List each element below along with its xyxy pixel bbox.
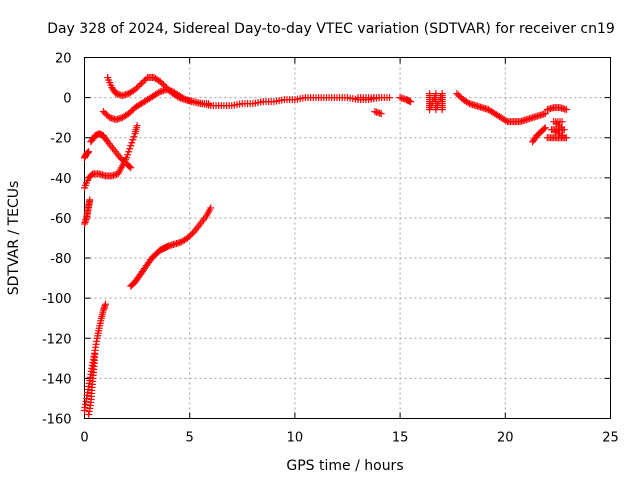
data-point bbox=[140, 77, 148, 85]
series-arc-12 bbox=[371, 108, 385, 118]
series-arc-2 bbox=[99, 86, 383, 124]
data-point bbox=[86, 196, 94, 204]
series-arc-13 bbox=[426, 90, 446, 114]
y-tick-label: -160 bbox=[42, 413, 72, 428]
data-point bbox=[126, 145, 134, 153]
data-point bbox=[125, 148, 133, 156]
data-point bbox=[127, 164, 135, 172]
data-point bbox=[456, 93, 464, 101]
data-point bbox=[130, 133, 138, 141]
data-point bbox=[99, 108, 107, 116]
data-point bbox=[184, 234, 192, 242]
y-tick-label: -80 bbox=[50, 252, 71, 267]
data-point bbox=[124, 151, 132, 159]
series-arc-10 bbox=[354, 94, 394, 102]
x-tick-label: 25 bbox=[602, 431, 619, 446]
series-arc-3 bbox=[81, 148, 93, 162]
series-arc-14 bbox=[453, 90, 549, 126]
data-point bbox=[128, 139, 136, 147]
data-point bbox=[156, 78, 164, 86]
data-point bbox=[159, 81, 167, 89]
series-arc-16 bbox=[529, 124, 549, 146]
plot-frame bbox=[84, 57, 611, 419]
data-point bbox=[558, 118, 566, 126]
data-point bbox=[454, 91, 462, 99]
data-point bbox=[185, 232, 193, 240]
grid bbox=[84, 57, 611, 419]
data-point bbox=[123, 154, 131, 162]
data-point bbox=[91, 350, 99, 358]
data-point bbox=[142, 75, 150, 83]
series-arc-11 bbox=[396, 94, 415, 106]
x-axis-title: GPS time / hours bbox=[286, 458, 403, 474]
y-tick-label: -60 bbox=[50, 212, 71, 227]
data-point bbox=[126, 163, 134, 171]
y-tick-label: 0 bbox=[63, 92, 71, 107]
data-point bbox=[187, 231, 195, 239]
series-arc-9 bbox=[127, 204, 215, 290]
series-arc-5 bbox=[81, 122, 141, 192]
data-point bbox=[562, 106, 570, 114]
data-point bbox=[386, 94, 394, 102]
y-tick-label: -140 bbox=[42, 372, 72, 387]
data-point bbox=[137, 80, 145, 88]
data-point bbox=[540, 125, 548, 133]
data-point bbox=[559, 132, 567, 140]
x-tick-label: 10 bbox=[287, 431, 304, 446]
data-point bbox=[426, 106, 434, 114]
y-tick-label: -120 bbox=[42, 332, 72, 347]
data-point bbox=[438, 106, 446, 114]
axis-ticks: 0 5 10 15 20 25 20 0 -20 -40 -60 -80 -100 -120 -140 -16… bbox=[42, 52, 619, 446]
data-point bbox=[128, 107, 136, 115]
data-point bbox=[103, 136, 111, 144]
data-point bbox=[158, 79, 166, 87]
data-point bbox=[453, 90, 461, 98]
data-point bbox=[188, 229, 196, 237]
data-point bbox=[85, 148, 93, 156]
data-point bbox=[432, 106, 440, 114]
data-point bbox=[502, 117, 510, 125]
data-point bbox=[562, 134, 570, 142]
data-point bbox=[377, 110, 385, 118]
data-point bbox=[541, 110, 549, 118]
data-point bbox=[136, 81, 144, 89]
data-point bbox=[129, 136, 137, 144]
data-point bbox=[134, 83, 142, 91]
data-points bbox=[81, 74, 570, 418]
data-point bbox=[125, 110, 133, 118]
series-arc-4 bbox=[87, 130, 135, 172]
data-point bbox=[139, 78, 147, 86]
data-point bbox=[127, 142, 135, 150]
series-arc-7 bbox=[81, 300, 110, 414]
series-arc-15 bbox=[543, 104, 570, 114]
y-tick-label: -20 bbox=[50, 132, 71, 147]
data-point bbox=[541, 124, 549, 132]
x-tick-label: 0 bbox=[80, 431, 88, 446]
series-arc-6 bbox=[81, 196, 94, 228]
series-arc-8 bbox=[85, 350, 99, 418]
data-point bbox=[407, 98, 415, 106]
x-tick-label: 5 bbox=[186, 431, 194, 446]
y-tick-label: -100 bbox=[42, 292, 72, 307]
data-point bbox=[207, 204, 215, 212]
data-point bbox=[131, 86, 139, 94]
chart-title: Day 328 of 2024, Sidereal Day-to-day VTE… bbox=[47, 21, 615, 37]
y-axis-title: SDTVAR / TECUs bbox=[6, 181, 22, 296]
x-tick-label: 15 bbox=[392, 431, 409, 446]
x-tick-label: 20 bbox=[497, 431, 514, 446]
data-point bbox=[133, 84, 141, 92]
data-point bbox=[126, 108, 134, 116]
series-arc-17 bbox=[543, 118, 570, 142]
data-point bbox=[180, 95, 188, 103]
data-point bbox=[103, 111, 111, 119]
y-tick-label: -40 bbox=[50, 172, 71, 187]
data-point bbox=[155, 89, 163, 97]
data-point bbox=[133, 122, 141, 130]
data-point bbox=[116, 154, 124, 162]
y-tick-label: 20 bbox=[55, 52, 72, 67]
data-point bbox=[464, 99, 472, 107]
data-point bbox=[102, 300, 110, 308]
data-point bbox=[101, 109, 109, 117]
